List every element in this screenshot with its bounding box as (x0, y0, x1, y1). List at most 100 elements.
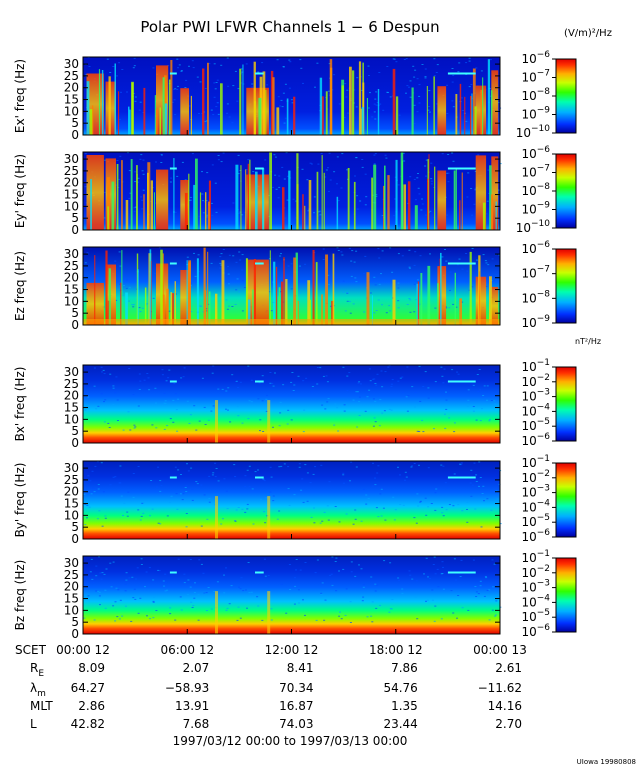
y-tick-label: 25 (64, 473, 79, 487)
spectrogram-speckle (210, 202, 213, 204)
spectrogram-speckle (309, 162, 312, 164)
y-tick-label: 5 (71, 424, 79, 438)
spectrogram-speckle (493, 279, 496, 281)
emission-streak (114, 63, 116, 135)
spectrogram-speckle (101, 371, 103, 373)
spectrogram-speckle (430, 180, 433, 182)
spectrogram-speckle (232, 202, 235, 204)
spectrogram-speckle (391, 271, 394, 273)
y-tick-label: 30 (64, 247, 79, 261)
y-tick-label: 20 (64, 81, 79, 95)
spectrogram-speckle (112, 476, 115, 478)
spectrogram-speckle (429, 210, 432, 212)
spectrogram-speckle (267, 575, 270, 576)
spectrogram-speckle (103, 421, 106, 423)
spectrogram-speckle (434, 573, 437, 575)
spectrogram-speckle (139, 101, 142, 103)
spectrogram-speckle (375, 194, 378, 196)
spectrogram-speckle (409, 311, 412, 313)
spectrogram-speckle (265, 410, 268, 412)
spectrogram-speckle (127, 491, 130, 493)
spectrogram-speckle (372, 194, 375, 196)
emission-streak (153, 192, 155, 230)
spectrogram-speckle (414, 406, 416, 408)
spectrogram-speckle (315, 619, 318, 621)
spectrogram-speckle (374, 484, 377, 486)
spectrogram-speckle (322, 248, 325, 250)
spectrogram-speckle (236, 619, 239, 621)
emission-burst (491, 70, 499, 135)
spectrogram-speckle (397, 184, 400, 186)
spectrogram-speckle (208, 63, 211, 65)
spectrogram-speckle (125, 287, 128, 289)
spectrogram-speckle (158, 247, 161, 249)
spectrogram-speckle (134, 426, 137, 428)
spectrogram-speckle (491, 559, 494, 561)
emission-streak (428, 154, 430, 230)
emission-streak (166, 288, 169, 325)
spectrogram-speckle (326, 381, 329, 383)
spectrogram-speckle (226, 112, 229, 114)
spectrogram-speckle (128, 197, 131, 199)
spectrogram-speckle (141, 502, 144, 504)
spectrogram-speckle (314, 572, 317, 574)
spectrogram-speckle (446, 172, 449, 174)
spectrogram-speckle (290, 381, 293, 383)
spectrogram-speckle (293, 494, 296, 496)
spectrogram-speckle (451, 369, 454, 371)
spectrogram-speckle (168, 502, 171, 503)
spectrogram-speckle (174, 88, 177, 90)
spectrogram-speckle (408, 298, 411, 299)
y-tick-label: 30 (64, 461, 79, 475)
spectrogram-speckle (205, 592, 208, 594)
spectrogram-speckle (399, 474, 401, 476)
spectrogram-speckle (368, 75, 370, 76)
spectrogram-speckle (172, 421, 175, 423)
spectrogram-speckle (136, 404, 139, 406)
spectrogram-speckle (434, 381, 437, 383)
spectrogram-speckle (497, 189, 500, 191)
spectrogram-speckle (430, 183, 433, 185)
spectrogram-speckle (395, 61, 398, 63)
spectrogram-speckle (422, 431, 425, 433)
spectrogram-speckle (314, 466, 317, 468)
emission-streak (91, 105, 94, 135)
spectrogram-speckle (344, 614, 347, 616)
spectrogram-speckle (198, 420, 201, 422)
spectrogram-speckle (274, 372, 276, 374)
emission-streak (270, 70, 274, 135)
emission-streak (162, 253, 164, 325)
spectrogram-speckle (148, 389, 151, 391)
emission-streak (377, 89, 380, 135)
spectrogram-speckle (324, 176, 327, 178)
spectrogram-speckle (192, 67, 195, 69)
spectrogram-speckle (165, 582, 168, 584)
spectrogram-speckle (471, 248, 474, 249)
emission-streak (111, 181, 115, 230)
emission-streak (125, 200, 129, 230)
emission-streak (286, 98, 289, 135)
spectrogram-speckle (433, 428, 435, 430)
spectrogram-speckle (369, 92, 371, 94)
spectrogram-speckle (381, 215, 384, 216)
emission-streak (461, 172, 463, 230)
spectrogram-speckle (441, 153, 444, 155)
spectrogram-speckle (265, 398, 268, 400)
spectrogram-speckle (158, 570, 161, 572)
emission-burst (105, 158, 116, 230)
spectrogram-speckle (183, 367, 186, 369)
emission-streak (315, 262, 318, 325)
spectrogram-speckle (97, 405, 100, 407)
emission-streak (288, 170, 291, 230)
spectrogram-speckle (344, 83, 347, 85)
ephemeris-value: 7.86 (391, 661, 418, 675)
spectrogram-speckle (268, 195, 271, 197)
spectrogram-speckle (456, 617, 458, 619)
emission-streak (248, 299, 251, 325)
spectrogram-speckle (433, 620, 436, 622)
spectrogram-speckle (456, 264, 459, 266)
spectrogram-speckle (154, 387, 157, 389)
emission-streak (469, 251, 472, 325)
spectrogram-speckle (233, 464, 236, 466)
spectrogram-speckle (126, 91, 128, 93)
